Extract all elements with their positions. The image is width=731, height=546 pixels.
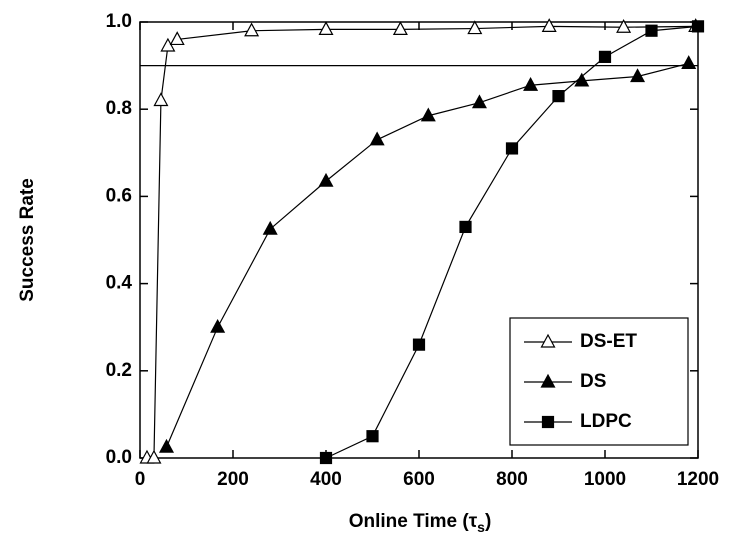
legend-marker	[540, 333, 556, 348]
x-tick-label: 400	[310, 469, 342, 490]
marker	[146, 449, 162, 464]
legend-label: DS-ET	[580, 331, 637, 352]
marker	[262, 220, 278, 235]
series-line	[146, 25, 696, 459]
y-tick-label: 0.8	[106, 98, 132, 119]
marker	[318, 172, 334, 187]
marker	[158, 438, 175, 453]
legend-marker	[541, 415, 555, 429]
marker	[412, 338, 426, 351]
y-tick-label: 0.4	[106, 273, 133, 294]
marker	[319, 451, 333, 465]
legend-label: LDPC	[580, 411, 632, 432]
marker	[467, 20, 483, 35]
marker	[420, 107, 436, 122]
marker	[523, 76, 539, 91]
x-tick-label: 1200	[677, 469, 719, 490]
y-tick-label: 0.6	[106, 185, 132, 206]
x-tick-label: 1000	[584, 469, 626, 490]
y-tick-label: 0.0	[106, 447, 132, 468]
y-axis-label: Success Rate	[17, 178, 38, 302]
x-tick-label: 800	[496, 469, 528, 490]
marker	[645, 24, 658, 37]
marker	[681, 55, 697, 70]
marker	[630, 68, 646, 83]
marker	[505, 142, 519, 155]
plot-frame	[139, 21, 699, 459]
legend-marker	[540, 373, 556, 388]
marker	[244, 22, 260, 37]
marker	[616, 18, 632, 33]
marker	[459, 220, 472, 234]
marker	[318, 21, 334, 36]
marker	[691, 20, 705, 33]
marker	[552, 90, 565, 103]
marker	[598, 50, 612, 63]
legend-label: DS	[580, 371, 606, 392]
x-tick-label: 200	[217, 469, 249, 490]
marker	[369, 131, 385, 146]
y-tick-label: 0.2	[106, 360, 132, 381]
marker	[471, 94, 487, 109]
marker	[392, 21, 408, 36]
marker	[153, 92, 169, 107]
x-tick-label: 0	[135, 469, 146, 490]
x-axis-label: Online Time (τs)	[349, 511, 492, 535]
y-tick-label: 1.0	[106, 11, 132, 32]
x-tick-label: 600	[403, 469, 435, 490]
marker	[541, 18, 557, 32]
marker	[366, 430, 379, 443]
marker	[210, 318, 226, 333]
marker	[169, 31, 185, 46]
